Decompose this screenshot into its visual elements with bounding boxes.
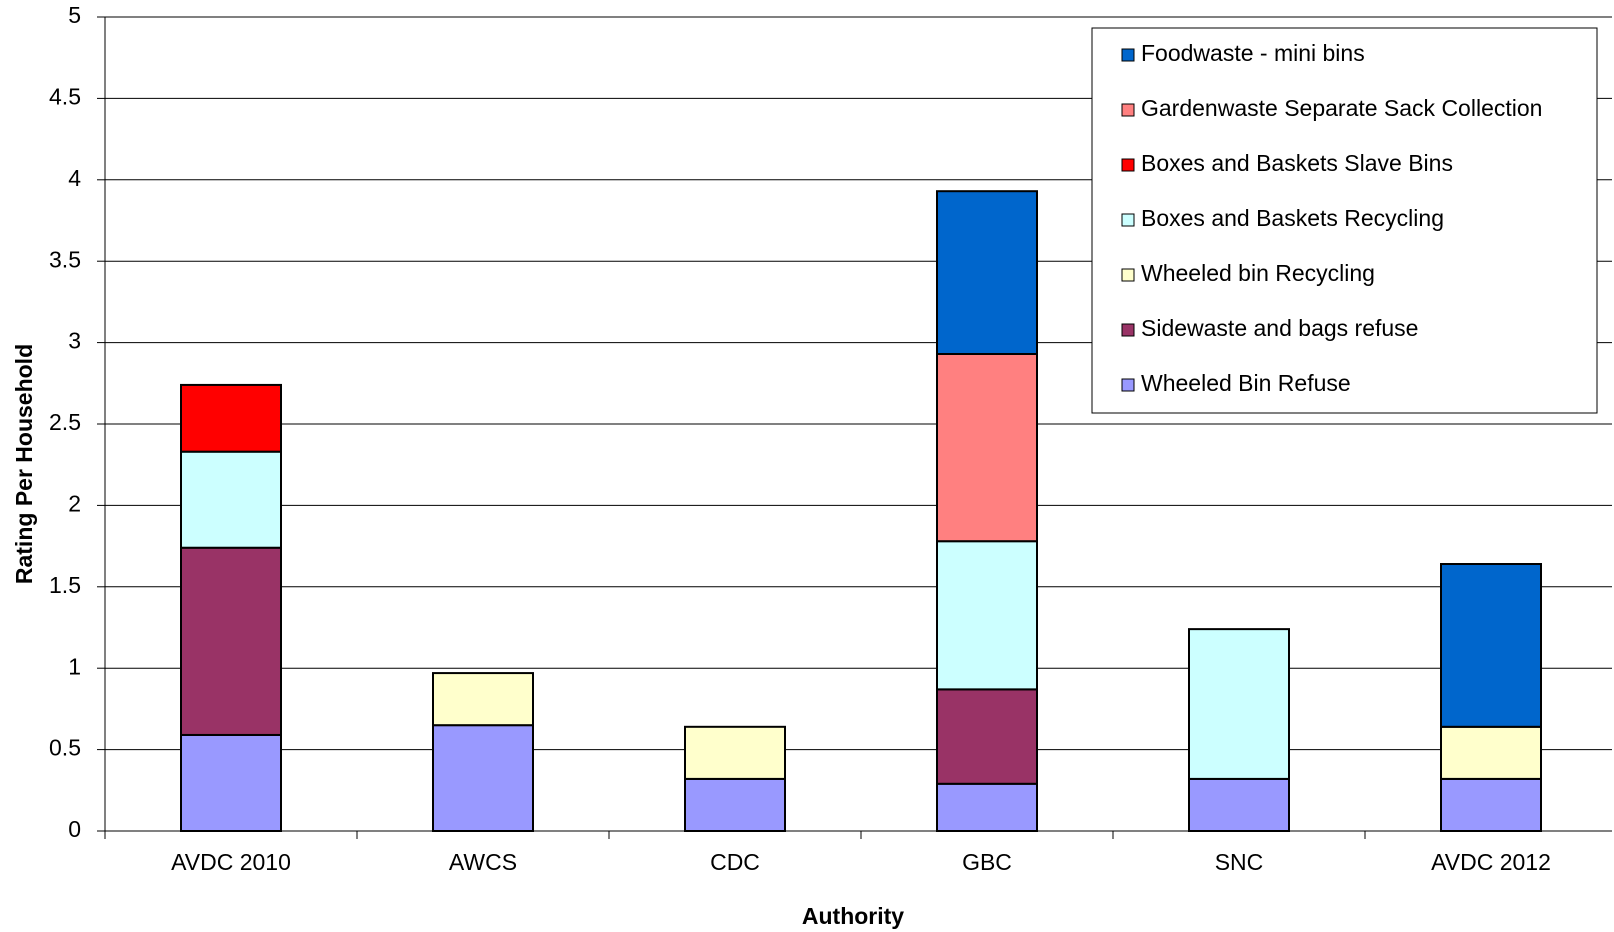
legend-swatch [1121,103,1135,117]
y-tick-label: 5 [68,2,81,28]
bar-segment [936,352,1038,543]
y-tick-label: 0 [68,816,81,842]
y-tick-label: 1 [68,653,81,679]
bar-segment [180,546,282,736]
legend-label: Boxes and Baskets Slave Bins [1141,150,1453,176]
y-tick-label: 4.5 [49,83,81,109]
legend-label: Wheeled Bin Refuse [1141,370,1351,396]
bar-segment [1188,628,1290,780]
y-tick-label: 3 [68,328,81,354]
bar-segment [1188,777,1290,832]
y-tick-label: 0.5 [49,735,81,761]
bar-segment [936,782,1038,833]
bar-segment [936,688,1038,785]
bar-segment [936,540,1038,691]
bar-segment [684,725,786,780]
legend-label: Foodwaste - mini bins [1141,40,1365,66]
bar-segment [1440,725,1542,780]
bar-segment [180,383,282,453]
y-axis-label: Rating Per Household [11,344,37,584]
legend-label: Wheeled bin Recycling [1141,260,1375,286]
legend-swatch [1121,158,1135,172]
y-tick-label: 3.5 [49,246,81,272]
legend-swatch [1121,48,1135,62]
legend-swatch [1121,323,1135,337]
legend-label: Gardenwaste Separate Sack Collection [1141,95,1542,121]
bar-segment [1440,563,1542,728]
x-tick-label: CDC [710,849,760,875]
y-tick-label: 1.5 [49,572,81,598]
legend-swatch [1121,378,1135,392]
x-tick-label: AVDC 2010 [171,849,291,875]
x-tick-label: GBC [962,849,1012,875]
y-tick-label: 2.5 [49,409,81,435]
legend-box [1091,27,1598,414]
legend-label: Boxes and Baskets Recycling [1141,205,1444,231]
bar-segment [684,777,786,832]
x-tick-label: SNC [1215,849,1264,875]
x-axis-label: Authority [802,903,904,929]
bar-segment [432,672,534,727]
bar-segment [432,724,534,832]
legend-swatch [1121,213,1135,227]
legend-swatch [1121,268,1135,282]
bar-segment [180,450,282,549]
x-tick-label: AWCS [449,849,517,875]
y-tick-label: 2 [68,490,81,516]
bar-segment [180,733,282,832]
bar-segment [1440,777,1542,832]
bar-segment [936,190,1038,355]
legend-label: Sidewaste and bags refuse [1141,315,1418,341]
y-tick-label: 4 [68,165,81,191]
x-tick-label: AVDC 2012 [1431,849,1551,875]
